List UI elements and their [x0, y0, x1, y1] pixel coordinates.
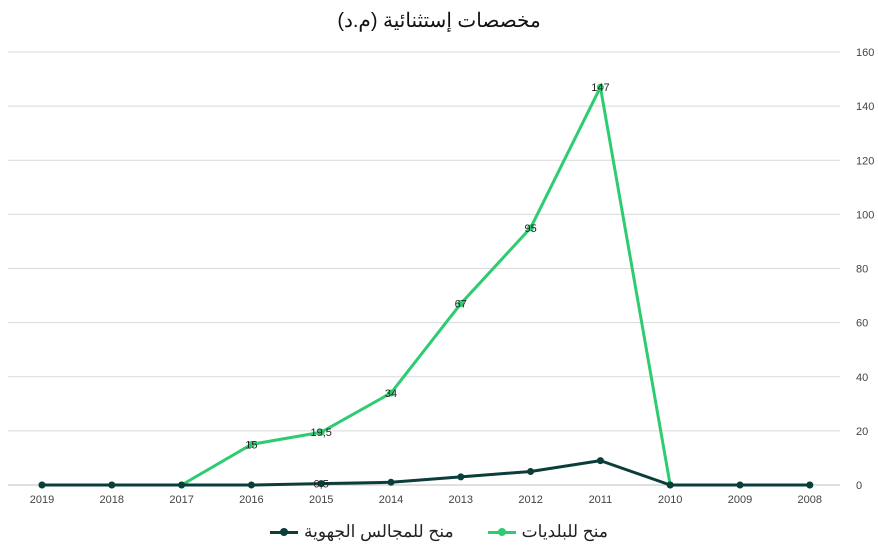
- data-label: 15: [245, 439, 257, 451]
- y-axis-ticks: 0 20 40 60 80 100 120 140 160: [856, 47, 874, 492]
- x-tick-label: 2016: [239, 494, 263, 506]
- data-point: [108, 481, 116, 489]
- y-tick-label: 140: [856, 101, 874, 113]
- y-tick-label: 20: [856, 426, 868, 438]
- x-tick-label: 2012: [518, 494, 542, 506]
- y-tick-label: 60: [856, 318, 868, 330]
- data-point: [317, 428, 325, 436]
- data-point: [457, 300, 465, 308]
- x-axis-ticks: 2019 2018 2017 2016 2015 2014 2013 2012 2011 2010…: [30, 494, 822, 506]
- chart-title: مخصصات إستثنائية (م.د): [337, 10, 541, 32]
- x-tick-label: 2018: [100, 494, 124, 506]
- legend-swatch-regional-councils: [270, 526, 298, 538]
- data-point: [736, 481, 744, 489]
- data-point: [666, 481, 674, 489]
- x-tick-label: 2011: [589, 494, 613, 506]
- legend-swatch-municipalities: [487, 526, 516, 538]
- y-tick-label: 120: [856, 155, 874, 167]
- legend-label-municipalities: منح للبلديات: [521, 522, 608, 541]
- series-line: [40, 459, 812, 487]
- legend-item-municipalities: منح للبلديات: [487, 522, 608, 542]
- legend-item-regional-councils: منح للمجالس الجهوية: [270, 522, 454, 542]
- data-label: 147: [591, 82, 609, 94]
- y-tick-label: 160: [856, 47, 874, 59]
- data-point: [387, 478, 395, 486]
- y-tick-label: 100: [856, 209, 874, 221]
- x-tick-label: 2009: [728, 494, 752, 506]
- series-lines: [38, 83, 814, 489]
- data-labels: 15 19,5 34 67 95 147 0,5: [245, 82, 609, 490]
- data-label: 19,5: [310, 427, 331, 439]
- data-point: [527, 224, 535, 232]
- data-point: [527, 467, 535, 475]
- x-tick-label: 2008: [798, 494, 822, 506]
- x-tick-label: 2010: [658, 494, 682, 506]
- data-label: 67: [455, 299, 467, 311]
- data-point: [806, 481, 814, 489]
- data-point: [457, 473, 465, 481]
- y-tick-label: 80: [856, 264, 868, 276]
- y-tick-label: 0: [856, 480, 862, 492]
- data-point: [178, 481, 186, 489]
- legend: منح للمجالس الجهوية منح للبلديات: [0, 519, 878, 545]
- data-point: [317, 480, 325, 488]
- gridlines: [8, 51, 840, 486]
- data-point: [38, 481, 46, 489]
- data-label: 0,5: [314, 479, 329, 491]
- x-tick-label: 2019: [30, 494, 54, 506]
- x-tick-label: 2015: [309, 494, 333, 506]
- data-point: [387, 389, 395, 397]
- data-point: [596, 457, 604, 465]
- legend-label-regional-councils: منح للمجالس الجهوية: [304, 522, 454, 541]
- y-tick-label: 40: [856, 372, 868, 384]
- data-label: 95: [524, 223, 536, 235]
- data-label: 34: [385, 388, 397, 400]
- series-line: [40, 85, 812, 487]
- x-tick-label: 2014: [379, 494, 403, 506]
- x-tick-label: 2017: [169, 494, 193, 506]
- x-tick-label: 2013: [449, 494, 473, 506]
- data-point: [247, 440, 255, 448]
- data-point: [596, 83, 604, 91]
- data-point: [247, 481, 255, 489]
